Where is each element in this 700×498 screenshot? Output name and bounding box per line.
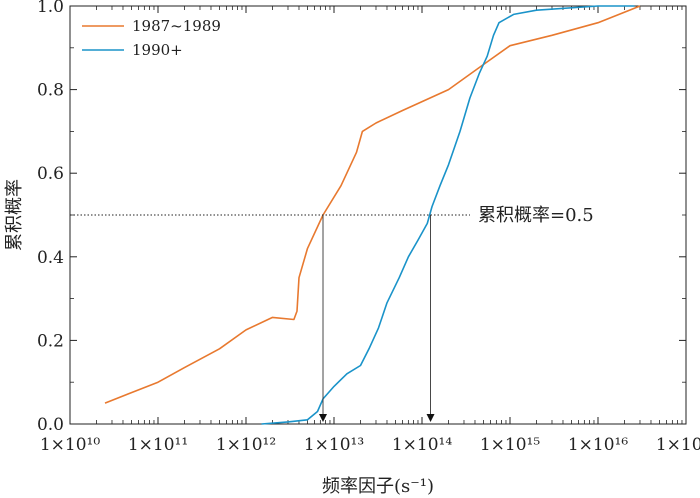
annotation-layer (70, 214, 470, 422)
y-axis-title: 累积概率 (4, 179, 25, 251)
x-tick-label: 1×10¹⁶ (568, 435, 629, 455)
y-tick-label: 1.0 (37, 0, 64, 17)
drop-arrow (426, 414, 435, 422)
x-tick-label: 1×10¹² (216, 435, 276, 455)
drop-arrow (319, 414, 328, 422)
y-tick-label: 0.4 (37, 248, 64, 268)
x-tick-label: 1×10¹⁷ (656, 435, 700, 455)
x-tick-label: 1×10¹³ (304, 435, 364, 455)
y-tick-label: 0.2 (37, 331, 64, 351)
x-axis-title: 频率因子(s⁻¹) (322, 476, 434, 497)
reference-line-label: 累积概率=0.5 (478, 205, 594, 226)
series-line-1990- (261, 5, 635, 425)
x-tick-label: 1×10¹⁰ (40, 435, 101, 455)
y-tick-label: 0.0 (37, 415, 64, 435)
x-tick-label: 1×10¹⁵ (480, 435, 541, 455)
legend: 1987~1989 1990+ (82, 17, 221, 59)
x-tick-label: 1×10¹¹ (128, 435, 188, 455)
y-tick-label: 0.6 (37, 164, 64, 184)
legend-label: 1987~1989 (132, 17, 221, 35)
axes: 1×10¹⁰ 1×10¹¹ 1×10¹² 1×10¹³ 1×10¹⁴ 1×10¹⁵ 1×10… (37, 0, 700, 455)
legend-label: 1990+ (132, 41, 183, 59)
y-tick-label: 0.8 (37, 81, 64, 101)
x-tick-label: 1×10¹⁴ (392, 435, 453, 455)
